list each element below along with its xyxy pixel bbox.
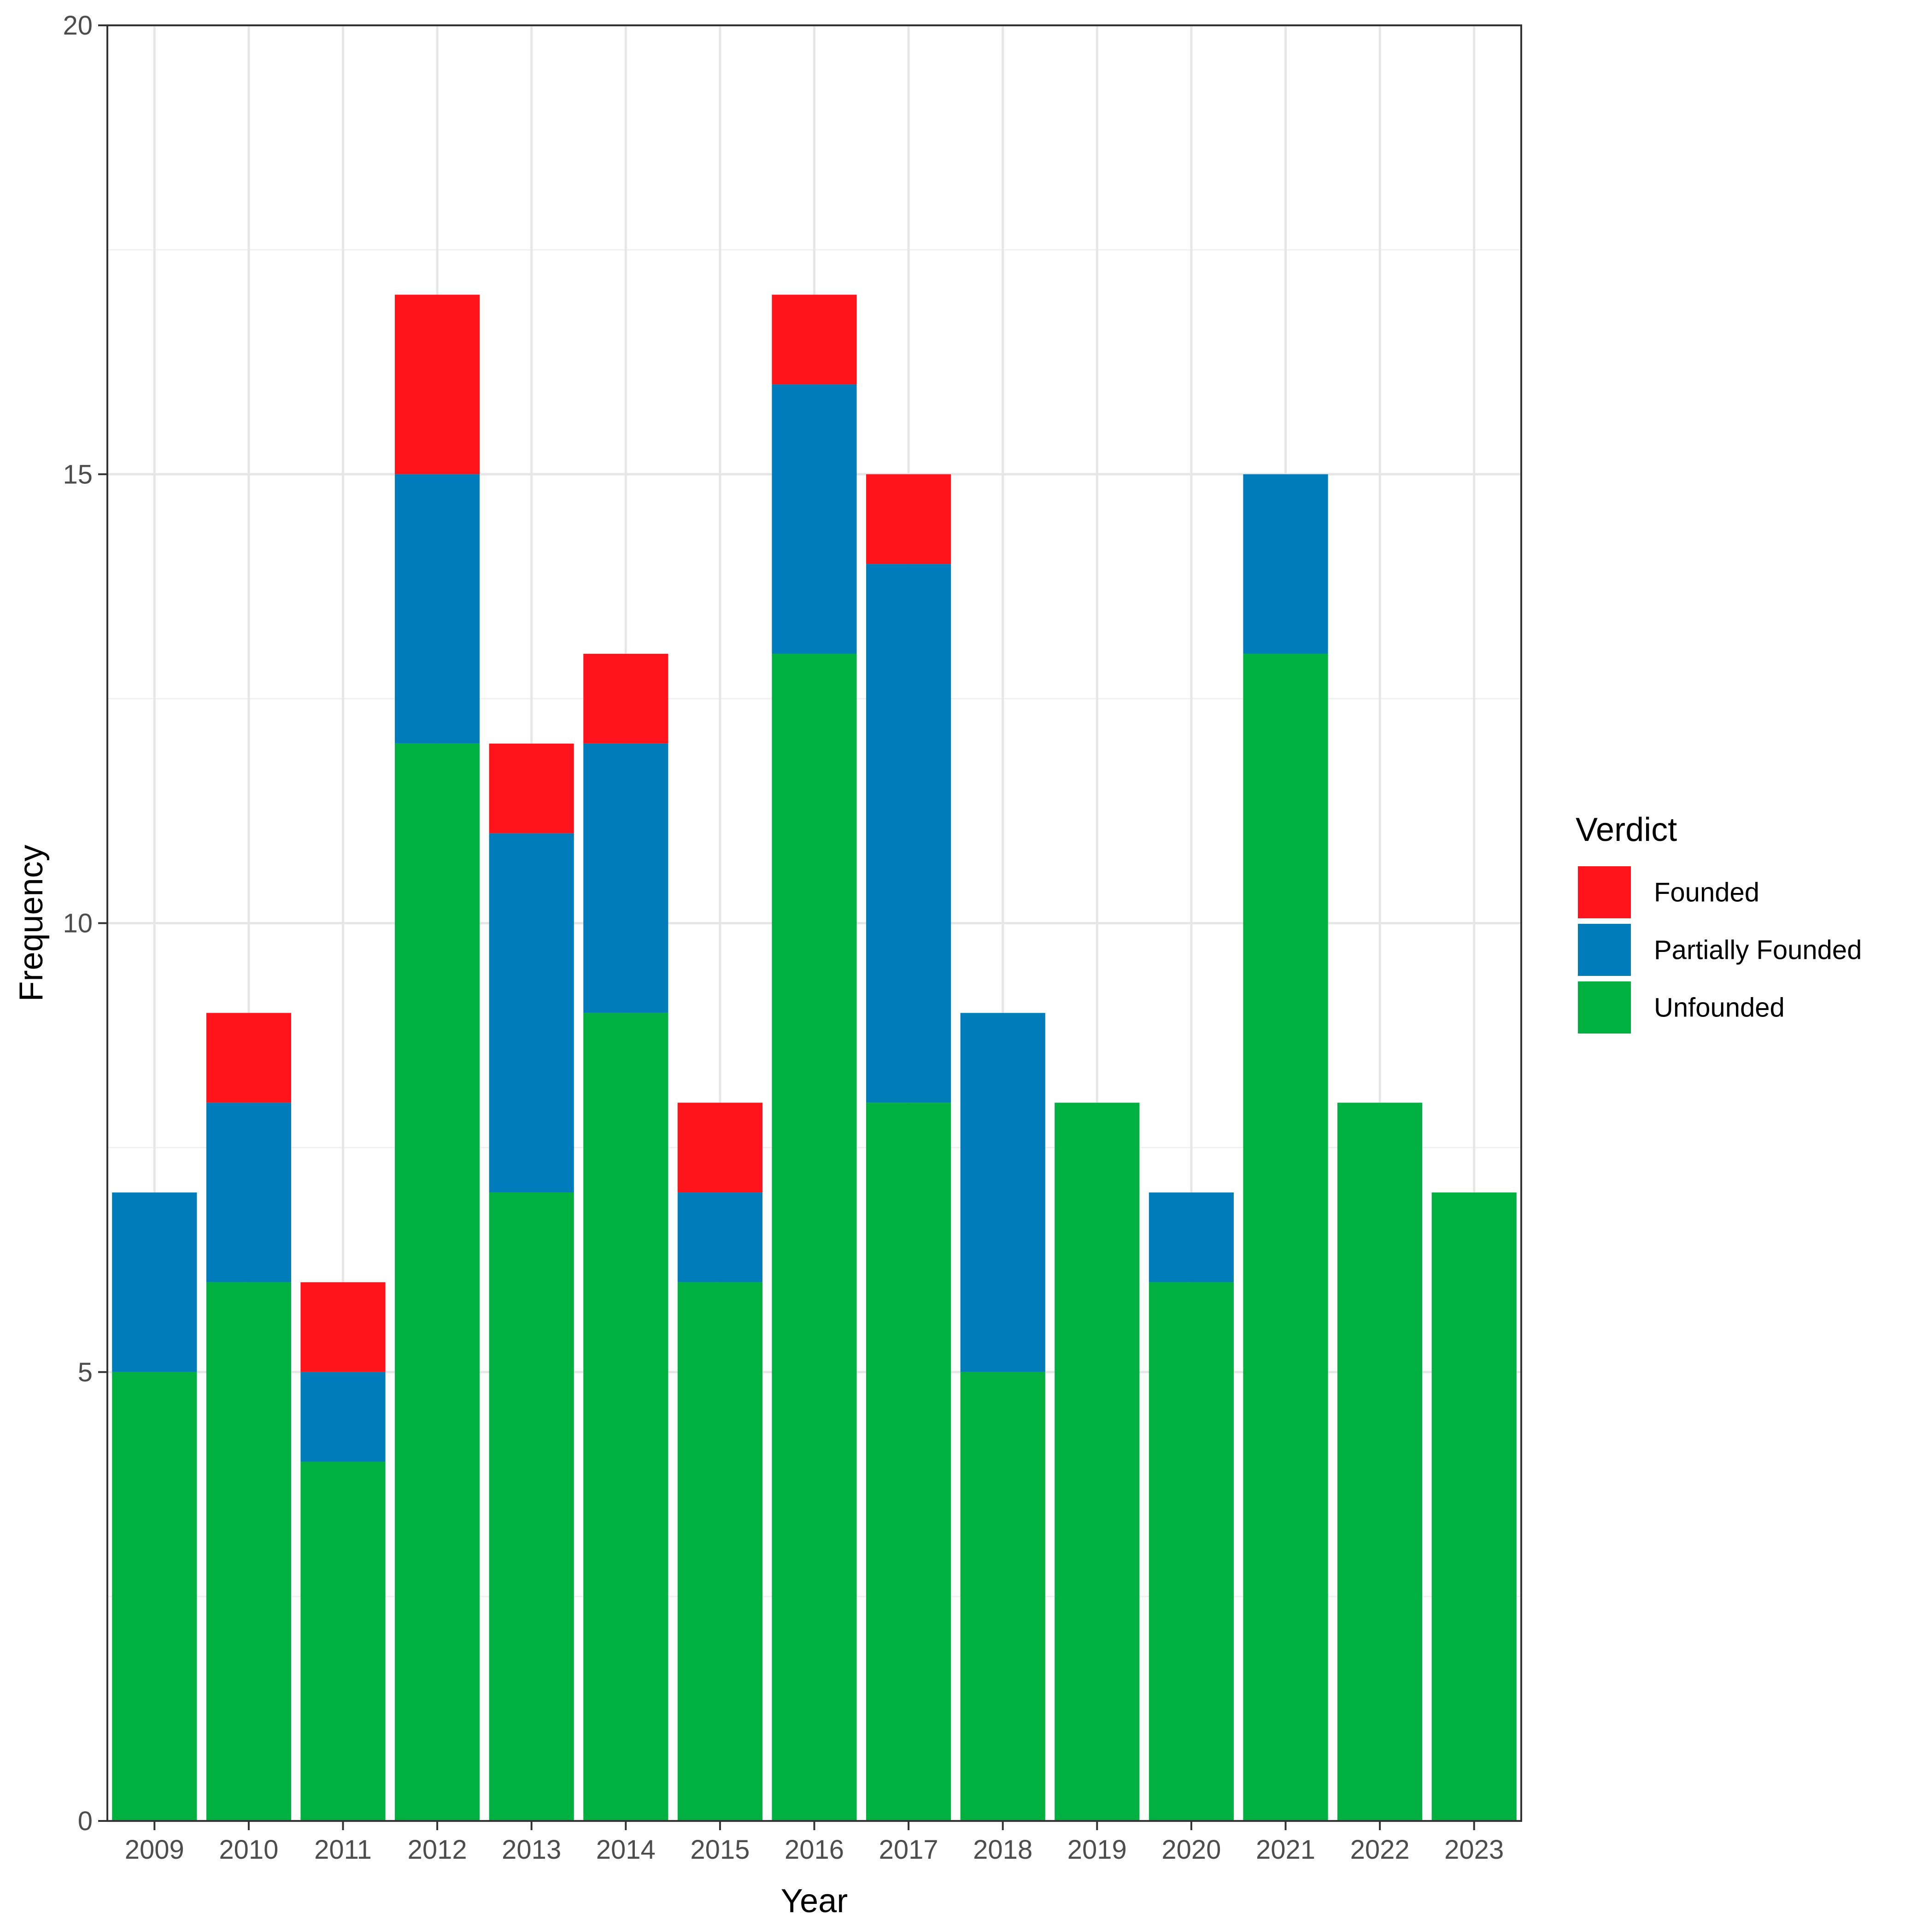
bar-founded-2017 (866, 474, 951, 564)
bar-partially-founded-2016 (772, 384, 857, 654)
x-tick-label: 2020 (1161, 1835, 1221, 1865)
legend-key-unfounded (1578, 981, 1631, 1034)
y-tick-label: 0 (78, 1806, 93, 1836)
x-axis-title: Year (781, 1883, 848, 1920)
bar-partially-founded-2021 (1243, 474, 1328, 654)
x-tick-label: 2019 (1067, 1835, 1127, 1865)
bar-founded-2016 (772, 294, 857, 385)
bar-unfounded-2021 (1243, 653, 1328, 1821)
bar-unfounded-2018 (960, 1372, 1045, 1821)
x-tick-label: 2009 (125, 1835, 184, 1865)
bar-partially-founded-2017 (866, 564, 951, 1103)
x-tick-label: 2017 (879, 1835, 938, 1865)
bar-unfounded-2015 (677, 1282, 762, 1821)
y-tick-label: 10 (63, 909, 93, 939)
x-tick-label: 2013 (502, 1835, 561, 1865)
x-tick-label: 2022 (1350, 1835, 1410, 1865)
bar-partially-founded-2013 (489, 833, 574, 1193)
legend-label-unfounded: Unfounded (1654, 993, 1785, 1023)
bar-unfounded-2017 (866, 1103, 951, 1821)
x-tick-label: 2015 (690, 1835, 750, 1865)
y-tick-label: 5 (78, 1357, 93, 1387)
bar-unfounded-2016 (772, 653, 857, 1821)
bar-founded-2015 (677, 1103, 762, 1193)
bar-unfounded-2009 (112, 1372, 197, 1821)
bar-founded-2010 (206, 1013, 291, 1103)
bar-founded-2011 (300, 1282, 386, 1372)
bar-unfounded-2022 (1337, 1103, 1423, 1821)
bar-partially-founded-2009 (112, 1192, 197, 1372)
bar-founded-2013 (489, 743, 574, 834)
y-tick-label: 15 (63, 459, 93, 489)
bar-partially-founded-2014 (583, 743, 668, 1013)
bar-unfounded-2023 (1431, 1192, 1517, 1821)
bar-unfounded-2019 (1055, 1103, 1140, 1821)
bar-partially-founded-2012 (395, 474, 480, 744)
bar-founded-2012 (395, 294, 480, 475)
bar-unfounded-2012 (395, 743, 480, 1821)
x-tick-label: 2016 (785, 1835, 844, 1865)
y-axis-title: Frequency (13, 845, 50, 1001)
legend-key-founded (1578, 866, 1631, 918)
x-tick-label: 2012 (408, 1835, 467, 1865)
x-tick-label: 2014 (596, 1835, 656, 1865)
x-tick-label: 2023 (1444, 1835, 1504, 1865)
bar-partially-founded-2011 (300, 1372, 386, 1462)
bar-unfounded-2014 (583, 1013, 668, 1821)
legend-label-founded: Founded (1654, 878, 1759, 908)
bar-partially-founded-2010 (206, 1103, 291, 1282)
x-tick-label: 2018 (973, 1835, 1032, 1865)
axes: 0 5 10 15 20 2009 2010 2011 2012 2013 2014 2015 2016… (63, 11, 1504, 1865)
bar-unfounded-2011 (300, 1462, 386, 1821)
bars (112, 294, 1517, 1821)
x-tick-label: 2021 (1256, 1835, 1315, 1865)
x-tick-label: 2010 (219, 1835, 278, 1865)
legend-label-partially-founded: Partially Founded (1654, 935, 1862, 965)
legend-key-partially-founded (1578, 924, 1631, 976)
y-tick-label: 20 (63, 11, 93, 41)
legend-title: Verdict (1576, 811, 1677, 848)
bar-partially-founded-2015 (677, 1192, 762, 1282)
bar-partially-founded-2018 (960, 1013, 1045, 1372)
bar-unfounded-2013 (489, 1192, 574, 1821)
bar-unfounded-2010 (206, 1282, 291, 1821)
bar-partially-founded-2020 (1149, 1192, 1234, 1282)
bar-unfounded-2020 (1149, 1282, 1234, 1821)
bar-founded-2014 (583, 653, 668, 744)
legend: Verdict Founded Partially Founded Unfounde… (1576, 811, 1862, 1034)
x-tick-label: 2011 (314, 1835, 372, 1865)
